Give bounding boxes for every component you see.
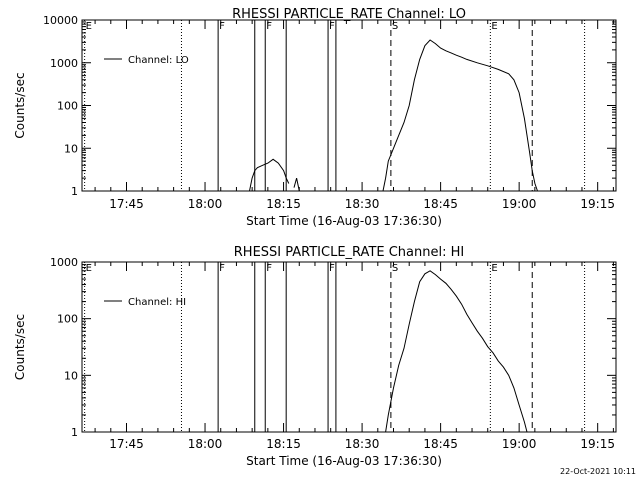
panel1-xtick-label-5: 19:00 [502,197,537,211]
panel2-ytick-label-1: 10 [64,369,78,382]
panel1-series-line-0-1 [293,177,300,192]
panel1-marker-label-8: S [392,21,398,32]
panel1-ytick-label-2: 100 [57,100,78,113]
panel1-marker-label-6: F [329,21,335,32]
panel2-xtick-label-4: 18:45 [423,437,458,451]
panel2-xtick-label-5: 19:00 [502,437,537,451]
panel1-title: RHESSI PARTICLE_RATE Channel: LO [232,7,466,22]
panel1-xtick-label-4: 18:45 [423,197,458,211]
panel1-ytick-label-3: 1000 [50,57,78,70]
panel1-xtick-label-0: 17:45 [109,197,144,211]
footer-timestamp: 22-Oct-2021 10:11 [560,467,636,476]
panel1-marker-label-0: E [86,21,92,32]
panel2-xtick-label-3: 18:30 [345,437,380,451]
panel1-x-axis-label: Start Time (16-Aug-03 17:36:30) [246,214,442,228]
panel1-y-axis-label: Counts/sec [13,72,27,138]
panel2-x-axis-label: Start Time (16-Aug-03 17:36:30) [246,454,442,468]
panel1-ytick-label-0: 1 [71,185,78,198]
panel2-series-line-0-0 [385,270,528,433]
panel1-ytick-label-1: 10 [64,142,78,155]
panel2-xtick-label-6: 19:15 [580,437,615,451]
panel1-marker-label-4: F [266,21,272,32]
panel2-marker-label-4: F [266,263,272,274]
panel2-ytick-label-3: 1000 [50,256,78,269]
panel1-xtick-label-6: 19:15 [580,197,615,211]
panel2-plot-frame [81,261,617,433]
panel1-series-line-0-2 [382,39,538,192]
panel1-marker-label-2: F [219,21,225,32]
panel2-marker-label-6: F [329,263,335,274]
panel2-title: RHESSI PARTICLE_RATE Channel: HI [234,245,464,260]
panel2-marker-label-0: E [86,263,92,274]
panel2-marker-label-8: S [392,263,398,274]
panel2-xtick-label-2: 18:15 [266,437,301,451]
panel1-xtick-label-2: 18:15 [266,197,301,211]
panel1-chart: RHESSI PARTICLE_RATE Channel: LO E F F F S E 1 1… [13,7,617,228]
panel1-plot-frame [81,19,617,192]
panel2-ytick-label-0: 1 [71,426,78,439]
panel2-marker-label-9: E [491,263,497,274]
panel2-y-axis-label: Counts/sec [13,314,27,380]
panel1-xtick-label-3: 18:30 [345,197,380,211]
panel2-marker-label-2: F [219,263,225,274]
panel1-ytick-label-4: 10000 [43,14,78,27]
panel1-series-line-0-0 [249,158,290,192]
panel2-ytick-label-2: 100 [57,313,78,326]
panel1-marker-label-9: E [491,21,497,32]
panel1-xtick-label-1: 18:00 [188,197,223,211]
panel2-chart: RHESSI PARTICLE_RATE Channel: HI E F F F S E 1 1… [13,245,617,468]
panel2-xtick-label-1: 18:00 [188,437,223,451]
panel2-legend-label: Channel: HI [128,297,186,308]
panel2-xtick-label-0: 17:45 [109,437,144,451]
panel1-legend-label: Channel: LO [128,55,189,66]
